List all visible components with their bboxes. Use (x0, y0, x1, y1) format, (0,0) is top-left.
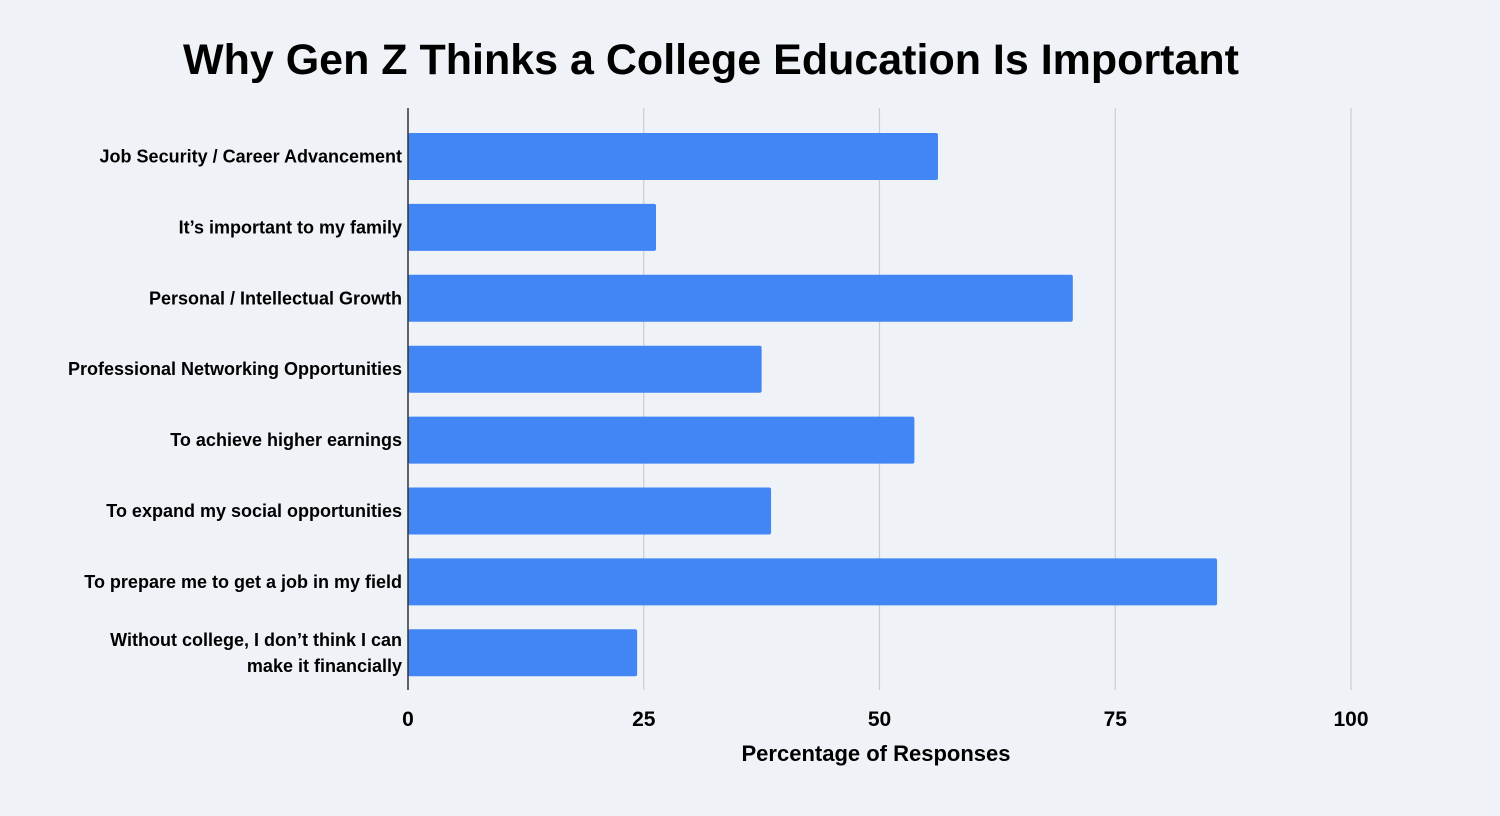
bar (408, 203, 657, 251)
category-label: Personal / Intellectual Growth (149, 288, 402, 308)
category-label: Job Security / Career Advancement (100, 147, 402, 167)
bar (408, 274, 1073, 322)
x-tick-label: 75 (1104, 708, 1128, 731)
bar (408, 133, 938, 180)
chart-title: Why Gen Z Thinks a College Education Is … (183, 36, 1239, 84)
category-label: It’s important to my family (179, 217, 402, 237)
bar (408, 629, 638, 677)
x-tick-label: 0 (402, 708, 414, 731)
category-label: To achieve higher earnings (170, 430, 402, 450)
category-label: Professional Networking Opportunities (68, 359, 402, 379)
category-label: To expand my social opportunities (106, 501, 402, 521)
bar (408, 416, 915, 464)
category-label: To prepare me to get a job in my field (84, 572, 402, 592)
bars (408, 133, 1218, 677)
bar (408, 345, 762, 393)
x-tick-label: 100 (1333, 708, 1368, 731)
x-axis-label: Percentage of Responses (741, 741, 1011, 766)
x-tick-label: 50 (868, 708, 891, 731)
bar (408, 558, 1218, 606)
category-labels: Job Security / Career Advancement It’s im… (68, 147, 402, 676)
bar (408, 487, 772, 535)
x-tick-labels: 0 25 50 75 100 (402, 708, 1368, 731)
x-tick-label: 25 (632, 708, 656, 731)
category-label: Without college, I don’t think I can make… (110, 630, 402, 676)
